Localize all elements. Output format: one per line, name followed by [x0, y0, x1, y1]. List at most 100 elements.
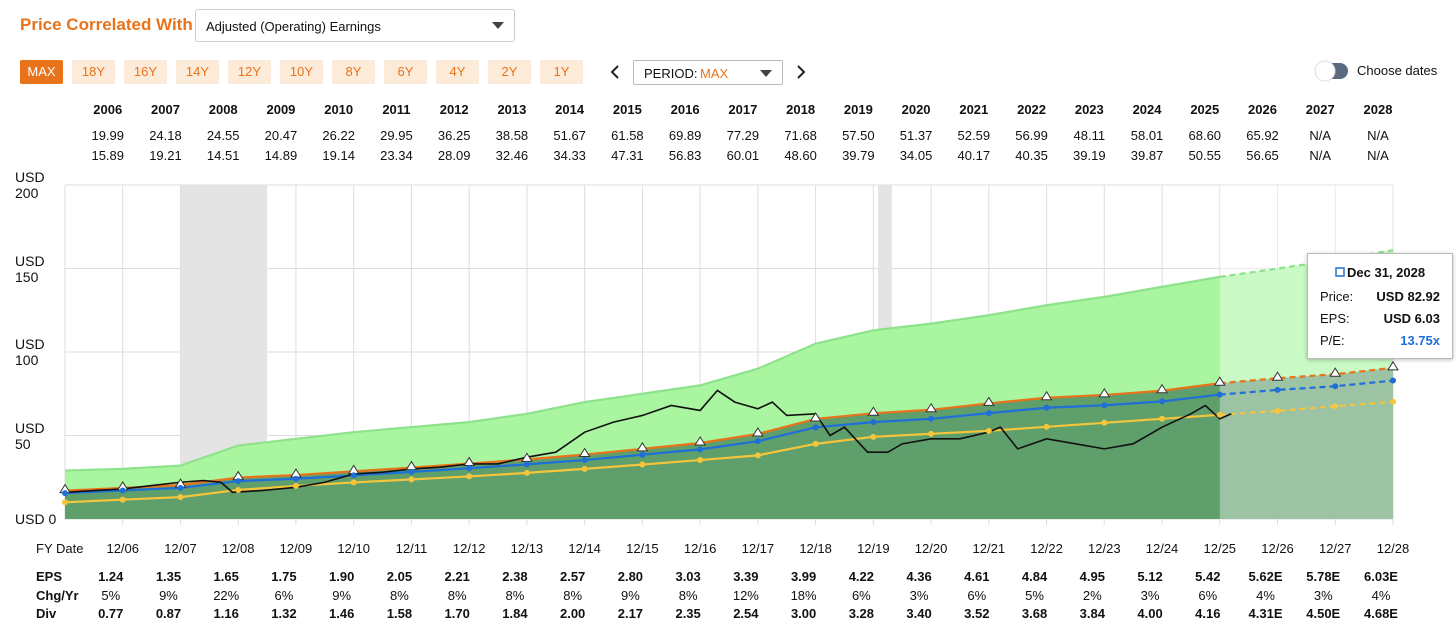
toggle[interactable]: [1314, 60, 1350, 82]
fy-cell: 1.24: [98, 569, 124, 584]
period-button[interactable]: 1Y: [540, 60, 583, 84]
marker: [62, 499, 68, 506]
fy-cell: 2.35: [675, 606, 701, 621]
fy-cell: 8%: [563, 587, 583, 603]
fy-cell: 1.46: [329, 606, 355, 621]
fy-cell: 8%: [505, 587, 525, 603]
fy-cell: 1.58: [386, 606, 413, 621]
period-button[interactable]: MAX: [20, 60, 63, 84]
title: Price Correlated With: [20, 15, 193, 34]
fy-cell: 3.03: [675, 569, 701, 584]
fy-cell: 5%: [101, 587, 121, 603]
period-button[interactable]: 8Y: [332, 60, 375, 84]
low-price: 19.14: [322, 148, 355, 163]
period-button[interactable]: 2Y: [488, 60, 531, 84]
low-price: 56.83: [668, 148, 702, 163]
high-price: 56.99: [1015, 128, 1048, 143]
x-tick-label: 12/07: [164, 541, 197, 556]
prev-arrow[interactable]: [609, 64, 623, 80]
fy-cell: 1.90: [329, 569, 355, 584]
fy-cell: 1.32: [271, 606, 297, 621]
marker: [177, 494, 184, 501]
fy-cell: 0.77: [98, 606, 124, 621]
marker: [1156, 383, 1168, 394]
fy-cell: 8%: [390, 587, 409, 603]
fy-cell: 9%: [332, 587, 352, 603]
marker: [1043, 404, 1050, 411]
row-label: Chg/Yr: [36, 587, 79, 603]
period-button[interactable]: 4Y: [436, 60, 479, 84]
caret: [492, 22, 504, 29]
marker: [928, 430, 935, 437]
period-button[interactable]: 12Y: [228, 60, 271, 84]
high-price: 48.11: [1073, 128, 1106, 143]
marker: [754, 452, 761, 459]
x-tick-label: 12/24: [1145, 541, 1179, 556]
fy-cell: 8%: [678, 587, 698, 603]
marker: [1271, 371, 1284, 381]
marker: [350, 479, 357, 486]
x-tick-label: 12/15: [626, 541, 659, 556]
fy-cell: 2%: [1082, 587, 1102, 603]
low-price: 19.21: [149, 148, 182, 163]
marker: [1101, 402, 1108, 409]
low-price: N/A: [1309, 148, 1332, 163]
x-tick-label: 12/23: [1088, 541, 1121, 556]
fy-cell: 3.40: [906, 606, 932, 621]
marker: [578, 447, 591, 458]
fy-cell: 5.78E: [1306, 569, 1341, 584]
line: [1219, 400, 1394, 416]
year-header: 2021: [959, 102, 989, 117]
high-price: 77.29: [726, 128, 760, 143]
fy-cell: 4.36: [906, 569, 932, 584]
low-price: 39.87: [1130, 148, 1164, 163]
marker: [177, 484, 184, 491]
year-header: 2023: [1074, 102, 1104, 117]
period-button[interactable]: 18Y: [72, 60, 115, 84]
year-header: 2013: [497, 102, 527, 117]
fy-cell: 4%: [1256, 587, 1275, 603]
y-tick-label: USD 0: [15, 511, 57, 527]
fy-cell: 2.21: [444, 569, 470, 584]
tooltip-label: EPS:: [1320, 311, 1350, 326]
year-header: 2022: [1017, 102, 1047, 117]
line: [64, 275, 1220, 472]
year-header: 2025: [1190, 102, 1220, 117]
marker: [523, 469, 530, 476]
tooltip-label: P/E:: [1320, 333, 1345, 348]
year-header: 2027: [1305, 102, 1335, 117]
marker: [1098, 387, 1111, 398]
fy-cell: 4.31E: [1248, 606, 1283, 621]
tooltip-value: USD 6.03: [1383, 311, 1440, 326]
fy-cell: 0.87: [155, 606, 182, 621]
x-tick-label: 12/09: [279, 541, 313, 556]
fy-cell: 2.38: [502, 569, 528, 584]
fy-cell: 4.84: [1021, 569, 1048, 584]
metric-value: Adjusted (Operating) Earnings: [206, 19, 381, 34]
marker: [292, 475, 299, 482]
period-button[interactable]: 10Y: [280, 60, 323, 84]
next-arrow[interactable]: [794, 64, 808, 80]
marker: [1216, 411, 1223, 418]
marker: [119, 496, 126, 503]
high-price: 69.89: [668, 128, 702, 143]
period-button[interactable]: 6Y: [384, 60, 427, 84]
metric-dropdown[interactable]: Adjusted (Operating) Earnings: [195, 9, 515, 42]
period-button[interactable]: 16Y: [124, 60, 167, 84]
marker: [1274, 407, 1281, 414]
line: [1219, 366, 1394, 385]
marker: [350, 472, 357, 479]
tooltip-label: Price:: [1320, 289, 1354, 304]
y-tick-label: USD 50: [15, 419, 45, 452]
fy-cell: 3.84: [1079, 606, 1105, 621]
x-tick-label: 12/22: [1030, 541, 1063, 556]
period-dropdown[interactable]: PERIOD: MAX: [633, 60, 783, 85]
period-button[interactable]: 14Y: [176, 60, 219, 84]
marker: [235, 478, 242, 485]
marker: [523, 461, 530, 468]
period-label: PERIOD:: [644, 66, 698, 81]
high-price: 38.58: [495, 128, 529, 143]
marker: [985, 410, 992, 417]
fy-cell: 6%: [1198, 587, 1218, 603]
